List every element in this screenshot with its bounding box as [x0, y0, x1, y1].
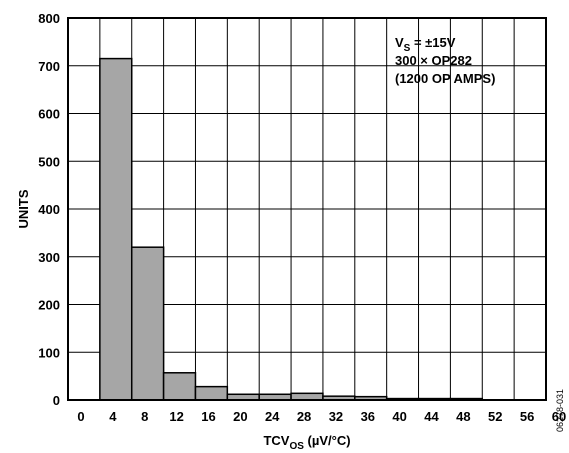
x-tick-label: 32: [329, 409, 343, 424]
y-axis-title: UNITS: [16, 189, 31, 228]
histogram-bar: [130, 246, 165, 401]
x-tick-labels: 0 4 8 12 16 20 24 28 32 36 40 44 48 52 56 60: [77, 409, 566, 424]
x-tick-label: 36: [361, 409, 375, 424]
x-tick-label: 44: [424, 409, 439, 424]
y-tick-label: 0: [53, 393, 60, 408]
x-tick-label: 24: [265, 409, 280, 424]
histogram-bar: [99, 57, 133, 401]
x-tick-label: 8: [141, 409, 148, 424]
y-tick-label: 400: [38, 202, 60, 217]
x-tick-label: 52: [488, 409, 502, 424]
x-tick-label: 16: [201, 409, 215, 424]
histogram-bar: [290, 392, 324, 401]
y-tick-label: 800: [38, 11, 60, 26]
annotation-line-2: 300 × OP282: [395, 53, 472, 68]
x-tick-label: 28: [297, 409, 311, 424]
y-tick-label: 600: [38, 107, 60, 122]
histogram-bar: [194, 385, 229, 401]
x-tick-label: 0: [77, 409, 84, 424]
x-tick-label: 12: [169, 409, 183, 424]
y-tick-label: 300: [38, 250, 60, 265]
y-tick-label: 700: [38, 59, 60, 74]
figure-id: 06278-031: [555, 389, 565, 432]
y-tick-label: 100: [38, 345, 60, 360]
x-tick-label: 20: [233, 409, 247, 424]
x-tick-label: 56: [520, 409, 534, 424]
x-tick-label: 60: [552, 409, 566, 424]
bars: [99, 57, 484, 401]
y-tick-label: 200: [38, 298, 60, 313]
annotation-line-1: VS = ±15V: [395, 35, 456, 54]
plot-frame: [67, 17, 547, 401]
histogram-bar: [162, 372, 197, 401]
x-tick-label: 48: [456, 409, 470, 424]
x-tick-label: 4: [109, 409, 117, 424]
x-axis-title: TCVOS (µV/°C): [263, 433, 350, 452]
annotation-box: VS = ±15V 300 × OP282 (1200 OP AMPS): [395, 35, 495, 86]
x-tick-label: 40: [392, 409, 406, 424]
y-tick-labels: 0 100 200 300 400 500 600 700 800: [38, 11, 60, 408]
y-tick-label: 500: [38, 154, 60, 169]
annotation-line-3: (1200 OP AMPS): [395, 71, 495, 86]
